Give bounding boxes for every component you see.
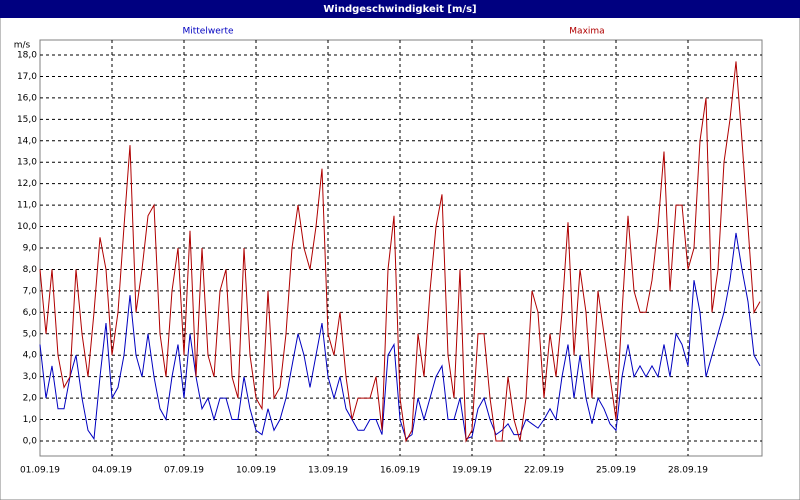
x-tick-label: 22.09.19: [524, 466, 564, 476]
y-axis-label: m/s: [14, 41, 31, 51]
y-tick-label: 2,0: [23, 394, 38, 404]
y-tick-label: 18,0: [17, 51, 37, 61]
y-tick-label: 5,0: [23, 329, 38, 339]
series-line: [39, 232, 761, 441]
x-tick-label: 04.09.19: [92, 466, 132, 476]
x-tick-label: 19.09.19: [452, 466, 492, 476]
y-tick-label: 6,0: [23, 308, 38, 318]
y-tick-label: 3,0: [23, 372, 38, 382]
y-tick-label: 0,0: [23, 436, 38, 446]
y-tick-label: 14,0: [17, 136, 37, 146]
legend-label: Mittelwerte: [182, 27, 233, 37]
x-tick-label: 07.09.19: [164, 466, 204, 476]
y-tick-label: 16,0: [17, 93, 37, 103]
y-tick-label: 10,0: [17, 222, 37, 232]
series-line: [39, 61, 761, 443]
title-bar: [0, 0, 800, 18]
y-tick-label: 1,0: [23, 415, 38, 425]
x-tick-label: 25.09.19: [596, 466, 636, 476]
chart-title: Windgeschwindigkeit [m/s]: [323, 4, 476, 15]
y-tick-label: 13,0: [17, 158, 37, 168]
x-tick-label: 28.09.19: [668, 466, 708, 476]
x-tick-label: 01.09.19: [20, 466, 60, 476]
x-tick-label: 16.09.19: [380, 466, 420, 476]
y-tick-label: 11,0: [17, 201, 37, 211]
legend-label: Maxima: [569, 27, 604, 37]
y-tick-label: 8,0: [23, 265, 38, 275]
y-tick-label: 9,0: [23, 244, 38, 254]
y-tick-label: 15,0: [17, 115, 37, 125]
y-tick-label: 12,0: [17, 179, 37, 189]
y-tick-label: 7,0: [23, 286, 38, 296]
x-tick-label: 13.09.19: [308, 466, 348, 476]
y-tick-label: 4,0: [23, 351, 38, 361]
x-tick-label: 10.09.19: [236, 466, 276, 476]
y-tick-label: 17,0: [17, 72, 37, 82]
